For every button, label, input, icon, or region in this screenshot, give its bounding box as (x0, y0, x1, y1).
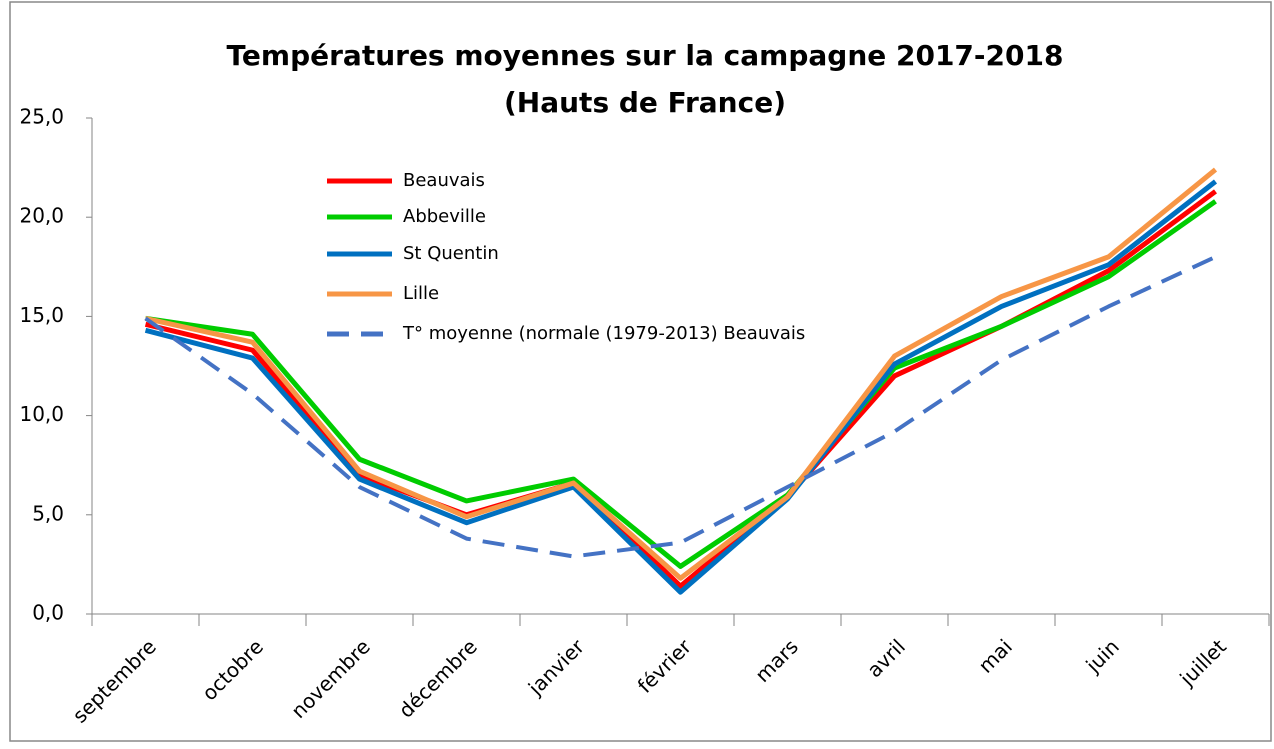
legend-label: Abbeville (403, 206, 486, 227)
series-line (144, 167, 1218, 581)
y-tick-label: 10,0 (19, 402, 64, 426)
legend-label: St Quentin (403, 243, 499, 264)
series-line (144, 255, 1217, 559)
y-tick-label: 0,0 (32, 601, 64, 625)
y-tick-label: 15,0 (19, 303, 64, 327)
y-tick-label: 5,0 (32, 501, 64, 525)
series-line (144, 179, 1218, 595)
legend-label: Beauvais (403, 170, 485, 191)
legend-label: T° moyenne (normale (1979-2013) Beauvais (402, 323, 805, 344)
y-tick-label: 20,0 (19, 204, 64, 228)
series-line (145, 199, 1217, 569)
chart-title: Températures moyennes sur la campagne 20… (227, 39, 1064, 72)
chart-title: (Hauts de France) (504, 86, 786, 119)
y-tick-label: 25,0 (19, 105, 64, 129)
chart-frame (9, 1, 1272, 742)
legend-label: Lille (403, 283, 439, 304)
